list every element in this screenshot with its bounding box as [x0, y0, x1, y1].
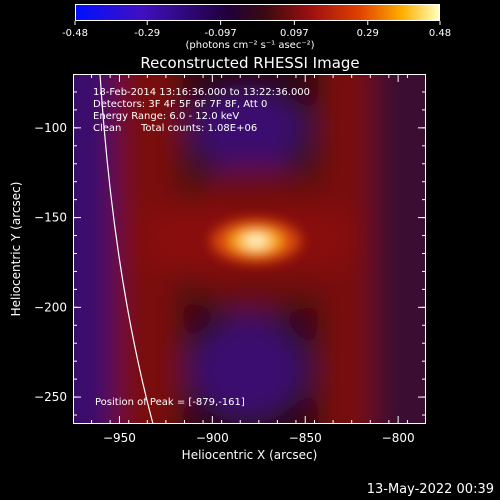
plot-area: 18-Feb-2014 13:16:36.000 to 13:22:36.000… — [53, 54, 453, 444]
peak-position-label: Position of Peak = [-879,-161] — [95, 397, 245, 408]
x-tick-label: −800 — [382, 431, 415, 445]
time-range-label: 18-Feb-2014 13:16:36.000 to 13:22:36.000 — [93, 87, 311, 98]
total-counts-label: Total counts: 1.08E+06 — [141, 123, 258, 134]
colorbar-tick-label: 0.29 — [357, 28, 379, 39]
heatmap-image — [53, 54, 453, 444]
colorbar-tick-label: -0.48 — [62, 28, 88, 39]
clean-label: Clean — [93, 123, 122, 134]
colorbar — [75, 4, 440, 21]
y-axis-label: Heliocentric Y (arcsec) — [9, 181, 23, 317]
detectors-label: Detectors: 3F 4F 5F 6F 7F 8F, Att 0 — [93, 99, 268, 110]
y-tick-label: −200 — [34, 300, 67, 314]
x-axis-label: Heliocentric X (arcsec) — [181, 448, 318, 462]
energy-range-label: Energy Range: 6.0 - 12.0 keV — [93, 111, 240, 122]
x-tick-label: −950 — [103, 431, 136, 445]
x-tick-label: −900 — [196, 431, 229, 445]
colorbar-tick-label: -0.29 — [134, 28, 160, 39]
x-tick-label: −850 — [289, 431, 322, 445]
y-tick-label: −150 — [34, 211, 67, 225]
colorbar-units: (photons cm⁻² s⁻¹ asec⁻²) — [185, 40, 315, 51]
chart-title: Reconstructed RHESSI Image — [140, 54, 360, 72]
footer-date: 13-May-2022 00:39 — [366, 482, 494, 497]
y-tick-label: −100 — [34, 121, 67, 135]
colorbar-axis: -0.48 -0.29 -0.097 0.097 0.29 0.48 — [62, 21, 451, 39]
y-tick-label: −250 — [34, 390, 67, 404]
colorbar-tick-label: 0.48 — [429, 28, 451, 39]
colorbar-tick-label: 0.097 — [280, 28, 309, 39]
solar-limb — [99, 73, 154, 425]
colorbar-tick-label: -0.097 — [204, 28, 236, 39]
